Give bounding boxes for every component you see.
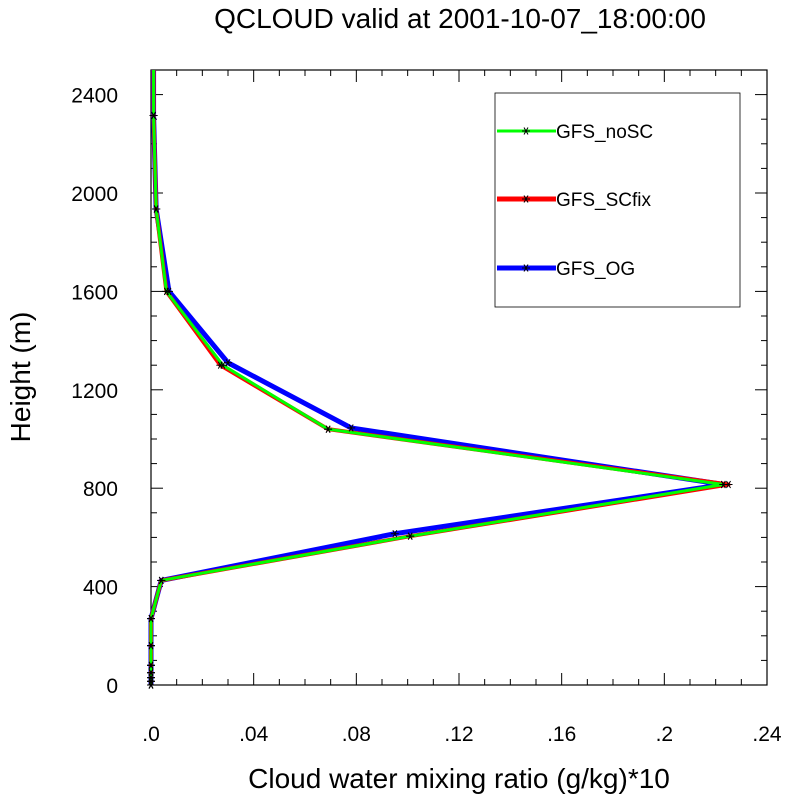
x-tick-label: .24 <box>752 723 782 746</box>
series-marker <box>522 264 530 272</box>
series-marker <box>147 661 155 670</box>
series-marker <box>719 480 728 489</box>
series-marker <box>324 425 333 433</box>
series-marker <box>147 614 155 623</box>
series-marker <box>347 424 356 432</box>
x-tick-label: .2 <box>656 723 674 746</box>
chart-title: QCLOUD valid at 2001-10-07_18:00:00 <box>214 3 706 34</box>
legend-label: GFS_noSC <box>556 122 653 143</box>
series-marker <box>162 287 171 296</box>
x-axis-label: Cloud water mixing ratio (g/kg)*10 <box>248 763 670 794</box>
series-marker <box>390 529 399 538</box>
series-marker <box>149 111 158 120</box>
y-tick-labels: 0 400 800 1200 1600 2000 2400 <box>71 85 118 698</box>
y-tick-label: 1200 <box>71 380 118 403</box>
legend-label: GFS_SCfix <box>556 190 652 211</box>
x-tick-label: .04 <box>239 723 269 746</box>
series-marker <box>157 576 166 585</box>
series-line <box>149 70 725 685</box>
series-marker <box>406 532 415 540</box>
series-marker <box>147 668 155 677</box>
y-tick-label: 400 <box>83 577 118 600</box>
series-marker <box>218 361 227 369</box>
plot-area <box>147 70 733 689</box>
y-tick-label: 2000 <box>71 183 118 206</box>
y-tick-label: 2400 <box>71 85 118 108</box>
series-marker <box>522 127 530 135</box>
legend-label: GFS_OG <box>556 259 635 280</box>
legend: GFS_noSC GFS_SCfix GFS_OG <box>494 92 741 308</box>
x-tick-label: .12 <box>444 723 473 746</box>
y-axis-label: Height (m) <box>5 312 36 443</box>
x-tick-label: .08 <box>342 723 371 746</box>
y-tick-label: 1600 <box>71 281 118 304</box>
series-marker <box>152 205 161 213</box>
x-tick-labels: .0 .04 .08 .12 .16 .2 .24 <box>142 723 782 746</box>
y-tick-label: 800 <box>83 478 118 501</box>
series-marker <box>147 641 155 650</box>
series-marker <box>522 195 530 203</box>
y-tick-label: 0 <box>106 675 118 698</box>
x-tick-label: .0 <box>142 723 160 746</box>
x-tick-label: .16 <box>547 723 576 746</box>
